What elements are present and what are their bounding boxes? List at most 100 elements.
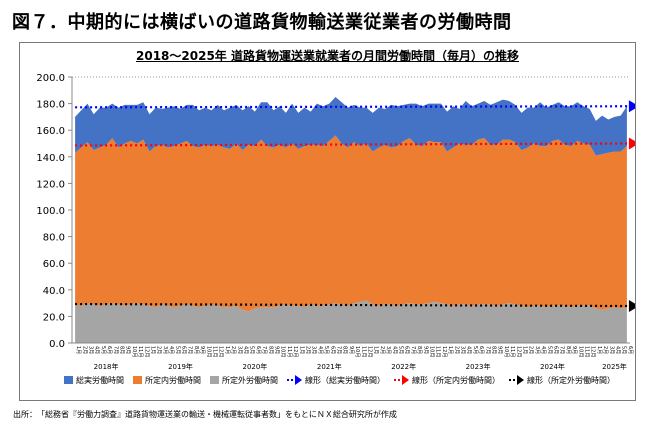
x-tick-label: 8月 (416, 346, 422, 354)
x-tick-label: 2月 (602, 346, 608, 354)
legend-label: 線形（所定内労働時間） (412, 375, 500, 385)
x-tick-label: 9月 (348, 346, 354, 354)
x-tick-label: 12月 (441, 346, 447, 357)
x-tick-label: 4月 (466, 346, 472, 354)
x-tick-label: 9月 (571, 346, 577, 354)
y-tick-label: 120.0 (36, 179, 65, 190)
x-tick-label: 2月 (81, 346, 87, 354)
trendline-2 (75, 302, 629, 308)
x-tick-label: 11月 (509, 346, 515, 357)
x-tick-label: 4月 (243, 346, 249, 354)
x-year-label: 2023年 (466, 362, 491, 371)
x-tick-label: 7月 (261, 346, 267, 354)
x-tick-label: 10月 (131, 346, 137, 357)
y-tick-label: 80.0 (43, 233, 65, 244)
x-tick-label: 7月 (484, 346, 490, 354)
legend-label: 所定外労働時間 (222, 375, 278, 385)
x-tick-label: 4月 (540, 346, 546, 354)
x-tick-label: 6月 (329, 346, 335, 354)
x-tick-label: 2月 (453, 346, 459, 354)
legend-swatch (210, 376, 219, 384)
x-year-label: 2018年 (94, 362, 119, 371)
source-note: 出所： 「総務省『労働力調査』道路貨物運送業の輸送・機械運転従事者数」をもとにＮ… (13, 410, 397, 419)
x-tick-label: 12月 (292, 346, 298, 357)
x-tick-label: 1月 (75, 346, 81, 354)
y-tick-label: 20.0 (43, 312, 65, 323)
x-tick-label: 4月 (317, 346, 323, 354)
x-tick-label: 3月 (385, 346, 391, 354)
x-tick-label: 9月 (422, 346, 428, 354)
x-tick-label: 12月 (367, 346, 373, 357)
x-tick-label: 3月 (88, 346, 94, 354)
x-tick-label: 3月 (311, 346, 317, 354)
x-tick-label: 2月 (156, 346, 162, 354)
x-tick-label: 4月 (94, 346, 100, 354)
legend-trend-arrow (517, 375, 524, 385)
y-tick-label: 60.0 (43, 259, 65, 270)
x-tick-label: 1月 (298, 346, 304, 354)
x-tick-label: 12月 (143, 346, 149, 357)
x-tick-label: 7月 (187, 346, 193, 354)
x-tick-label: 5月 (621, 346, 627, 354)
x-year-label: 2019年 (168, 362, 193, 371)
x-tick-label: 5月 (546, 346, 552, 354)
x-tick-label: 9月 (125, 346, 131, 354)
chart-area: 2018～2025年 道路貨物運送業就業者の月間労働時間（毎月）の推移 0.0 2… (19, 42, 636, 401)
x-tick-label: 1月 (373, 346, 379, 354)
x-tick-label: 10月 (577, 346, 583, 357)
x-tick-label: 6月 (404, 346, 410, 354)
x-tick-label: 1月 (224, 346, 230, 354)
x-tick-label: 2月 (305, 346, 311, 354)
legend-label: 総実労働時間 (76, 375, 124, 385)
y-tick-label: 100.0 (36, 206, 65, 217)
x-tick-label: 8月 (491, 346, 497, 354)
x-tick-label: 1月 (596, 346, 602, 354)
x-tick-label: 5月 (472, 346, 478, 354)
x-tick-label: 11月 (435, 346, 441, 357)
y-tick-label: 40.0 (43, 286, 65, 297)
legend-swatch (133, 376, 142, 384)
x-tick-label: 3月 (460, 346, 466, 354)
legend-swatch (64, 376, 73, 384)
legend-label: 線形（総実労働時間） (305, 375, 385, 385)
x-tick-label: 9月 (497, 346, 503, 354)
x-tick-label: 12月 (218, 346, 224, 357)
x-tick-label: 9月 (274, 346, 280, 354)
x-tick-label: 7月 (410, 346, 416, 354)
trendline-arrowhead (628, 137, 635, 150)
y-tick-label: 180.0 (36, 100, 65, 111)
x-year-label: 2024年 (540, 362, 565, 371)
x-tick-label: 1月 (150, 346, 156, 354)
x-tick-label: 6月 (478, 346, 484, 354)
x-tick-label: 5月 (398, 346, 404, 354)
x-year-label: 2020年 (242, 362, 267, 371)
x-tick-label: 2月 (379, 346, 385, 354)
x-tick-label: 10月 (503, 346, 509, 357)
legend-label: 所定内労働時間 (145, 375, 201, 385)
y-tick-label: 160.0 (36, 126, 65, 137)
area-series-総実労働時間 (75, 96, 627, 156)
x-tick-label: 2月 (230, 346, 236, 354)
x-tick-label: 10月 (429, 346, 435, 357)
figure-title: 図７．中期的には横ばいの道路貨物輸送業従業者の労働時間 (12, 12, 512, 33)
x-tick-label: 6月 (106, 346, 112, 354)
x-tick-label: 4月 (168, 346, 174, 354)
area-series-所定内労働時間 (75, 135, 627, 312)
x-tick-label: 8月 (565, 346, 571, 354)
x-tick-label: 10月 (354, 346, 360, 357)
x-tick-label: 2月 (528, 346, 534, 354)
y-tick-label: 200.0 (36, 73, 65, 84)
legend-trend-arrow (402, 375, 409, 385)
x-tick-label: 8月 (342, 346, 348, 354)
x-tick-label: 11月 (360, 346, 366, 357)
x-tick-label: 4月 (615, 346, 621, 354)
x-tick-label: 6月 (181, 346, 187, 354)
x-tick-label: 11月 (286, 346, 292, 357)
area-chart: 0.0 20.0 40.0 60.0 80.0 100.0 120.0 140.0 160.0 1… (36, 73, 635, 385)
x-tick-label: 6月 (627, 346, 633, 354)
x-tick-label: 6月 (553, 346, 559, 354)
x-year-label: 2022年 (391, 362, 416, 371)
x-tick-label: 8月 (193, 346, 199, 354)
trendline-0 (75, 105, 629, 109)
area-series-所定外労働時間 (75, 300, 627, 343)
